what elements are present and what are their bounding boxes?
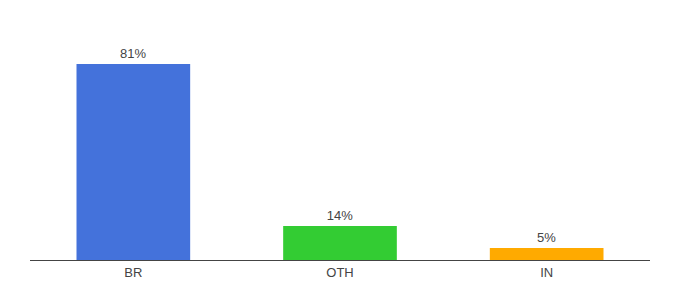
svg-text:14%: 14% [327,208,353,223]
svg-text:81%: 81% [120,46,146,61]
svg-text:5%: 5% [537,230,556,245]
svg-text:BR: BR [124,265,142,280]
svg-text:IN: IN [540,265,553,280]
svg-text:OTH: OTH [326,265,353,280]
